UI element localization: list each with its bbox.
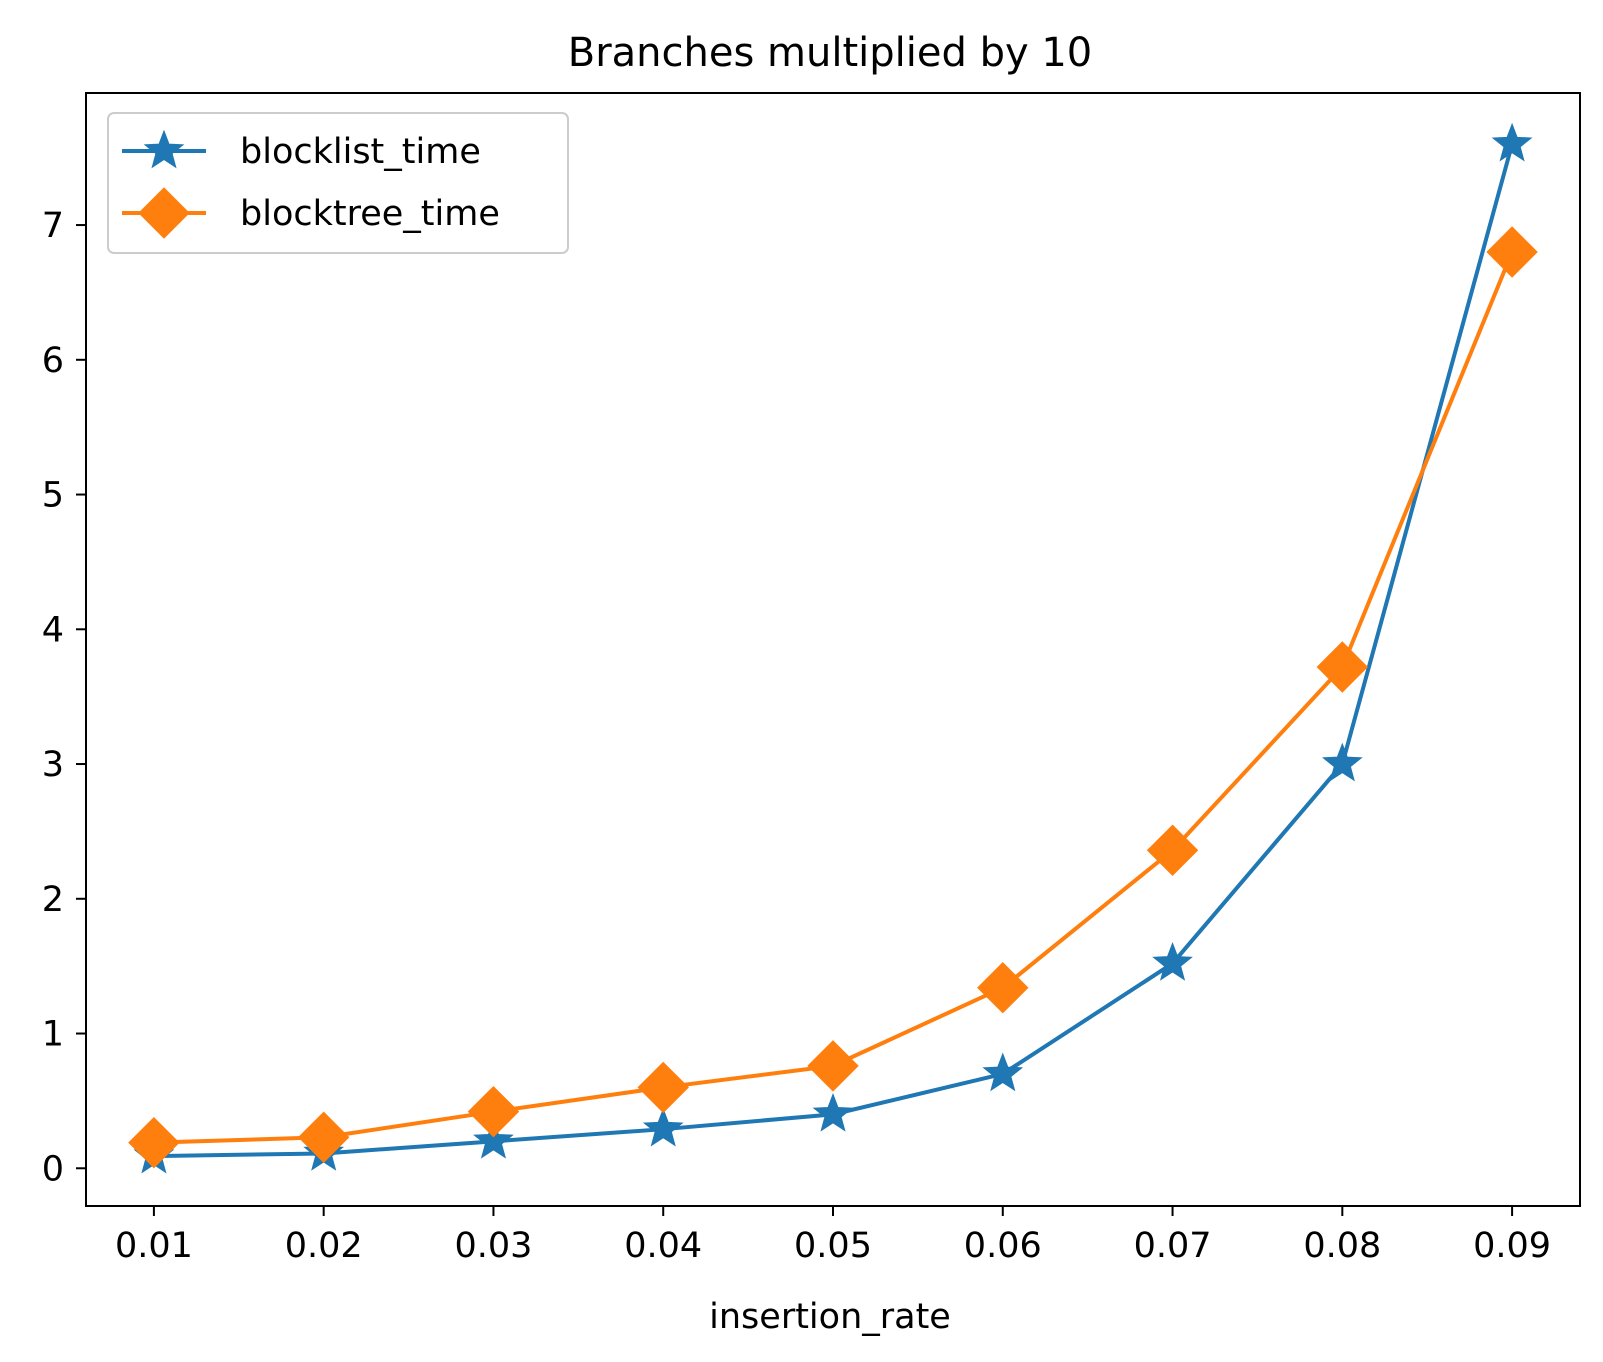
y-tick-label: 5 — [42, 476, 64, 516]
data-point-blocktree-time — [1146, 824, 1199, 876]
x-tick-label: 0.09 — [1473, 1226, 1551, 1266]
legend-marker-blocklist-time — [143, 129, 185, 169]
y-tick-label: 2 — [42, 880, 64, 920]
legend-label-blocklist-time: blocklist_time — [240, 132, 481, 172]
legend-entry-blocklist-time: blocklist_time — [122, 129, 481, 172]
data-point-blocklist-time — [473, 1119, 514, 1159]
y-axis-ticks: 0 1 2 3 4 5 6 7 — [42, 206, 86, 1189]
data-point-blocklist-time — [982, 1052, 1024, 1092]
plot-area-frame — [85, 92, 1581, 1207]
x-axis-label: insertion_rate — [709, 1297, 951, 1337]
x-tick-label: 0.06 — [964, 1226, 1042, 1266]
chart-title: Branches multiplied by 10 — [568, 30, 1093, 76]
x-tick-label: 0.02 — [285, 1226, 363, 1266]
series-layer — [128, 122, 1538, 1174]
data-point-blocklist-time — [642, 1107, 684, 1147]
legend-box — [107, 112, 569, 254]
legend-entries: blocklist_time blocktree_time — [122, 129, 500, 239]
x-tick-label: 0.03 — [454, 1226, 532, 1266]
x-tick-label: 0.01 — [115, 1226, 193, 1266]
data-point-blocktree-time — [977, 962, 1029, 1014]
data-point-blocktree-time — [128, 1116, 180, 1169]
data-point-blocktree-time — [637, 1061, 689, 1114]
data-point-blocklist-time — [1321, 742, 1363, 782]
x-axis-ticks: 0.01 0.02 0.03 0.04 0.05 0.06 0.07 0.08 0.09 — [115, 1206, 1551, 1266]
legend-entry-blocktree-time: blocktree_time — [122, 187, 500, 239]
legend-marker-blocktree-time — [138, 187, 190, 239]
data-point-blocktree-time — [297, 1111, 350, 1163]
data-point-blocklist-time — [1491, 122, 1533, 162]
data-point-blocklist-time — [812, 1092, 854, 1132]
data-point-blocktree-time — [1316, 641, 1369, 693]
x-tick-label: 0.05 — [794, 1226, 872, 1266]
y-tick-label: 4 — [42, 610, 64, 650]
series-blocktree-time — [128, 226, 1538, 1169]
legend: blocklist_time blocktree_time — [107, 112, 569, 254]
y-tick-label: 3 — [42, 745, 64, 785]
legend-label-blocktree-time: blocktree_time — [240, 194, 500, 234]
x-tick-label: 0.08 — [1303, 1226, 1381, 1266]
y-tick-label: 6 — [42, 341, 64, 381]
data-point-blocklist-time — [1152, 942, 1193, 981]
data-point-blocktree-time — [807, 1040, 859, 1092]
x-tick-label: 0.04 — [624, 1226, 702, 1266]
y-tick-label: 7 — [42, 206, 64, 246]
series-blocklist-time — [133, 122, 1533, 1174]
data-point-blocktree-time — [1486, 226, 1538, 278]
y-tick-label: 1 — [42, 1015, 64, 1055]
y-tick-label: 0 — [42, 1149, 64, 1189]
data-point-blocktree-time — [467, 1085, 520, 1138]
x-tick-label: 0.07 — [1134, 1226, 1212, 1266]
